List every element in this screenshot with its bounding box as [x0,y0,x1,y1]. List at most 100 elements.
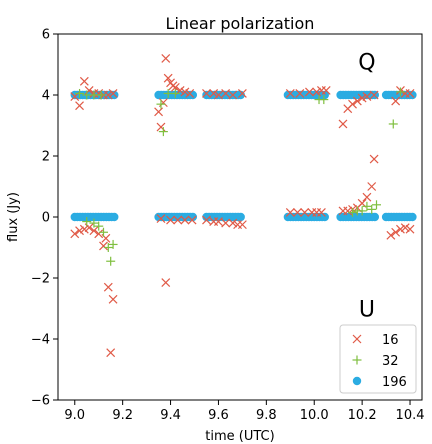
x-tick-label: 9.6 [208,408,229,423]
point-16 [405,89,415,98]
point-196 [370,212,380,222]
point-32 [96,90,106,100]
point-32 [388,119,398,129]
point-16 [316,208,326,217]
x-tick-label: 10.2 [348,408,377,423]
y-tick-label: −6 [31,394,50,409]
plot-area [70,53,417,358]
point-32 [319,95,329,105]
point-16 [300,208,310,217]
point-16 [163,73,173,83]
point-16 [89,226,99,236]
x-tick-label: 9.4 [160,408,181,423]
y-axis: −6 −4 −2 0 2 4 6 [31,28,58,409]
point-16 [161,53,171,63]
point-32 [372,200,381,210]
point-16 [94,229,104,239]
point-32 [367,204,377,214]
x-axis: 9.0 9.2 9.4 9.6 9.8 10.0 10.2 10.4 [64,400,425,423]
point-16 [187,215,197,225]
point-16 [202,215,211,225]
point-196 [408,90,417,100]
legend-marker-32 [352,355,362,365]
point-16 [396,224,405,234]
point-16 [106,348,116,358]
point-16 [75,226,84,236]
point-16 [405,224,415,234]
point-32 [89,218,99,228]
series-16 [70,53,415,358]
point-16 [185,89,195,98]
point-16 [221,89,231,98]
point-16 [352,96,362,106]
legend-box [339,324,417,394]
point-16 [321,86,331,95]
point-16 [312,87,322,97]
point-16 [237,89,247,98]
legend-marker-196 [352,376,362,386]
point-32 [158,127,168,137]
point-16 [357,93,367,103]
point-16 [400,223,410,233]
point-16 [228,90,238,100]
x-tick-label: 9.8 [256,408,277,423]
point-16 [391,227,401,237]
y-tick-label: 4 [42,89,50,104]
point-32 [170,88,180,98]
point-196 [188,90,198,100]
point-16 [180,87,190,97]
legend-label-16: 16 [382,333,399,348]
y-tick-label: 2 [42,150,50,165]
point-16 [209,89,219,98]
point-32 [82,217,92,227]
point-32 [75,88,85,98]
legend-label-32: 32 [382,354,399,369]
point-16 [214,217,223,226]
point-196 [236,212,245,222]
point-32 [94,221,104,231]
point-32 [362,201,372,211]
point-16 [161,278,171,287]
point-196 [320,90,329,100]
point-16 [70,229,80,239]
point-16 [108,294,118,304]
u-annotation: U [359,298,375,323]
point-32 [395,87,405,97]
point-16 [214,90,223,100]
point-16 [362,192,372,202]
point-16 [305,87,314,97]
y-tick-label: 0 [42,211,50,226]
point-16 [108,89,118,98]
point-16 [103,90,113,100]
point-16 [180,215,190,225]
point-16 [293,208,302,217]
x-tick-label: 10.4 [396,408,425,423]
y-tick-label: −4 [31,333,50,348]
point-16 [166,215,175,225]
point-16 [367,182,377,191]
q-annotation: Q [358,50,375,75]
point-16 [386,230,396,240]
y-axis-label: flux (Jy) [6,192,21,242]
point-32 [348,207,358,217]
point-16 [202,89,211,98]
y-tick-label: 6 [42,28,50,43]
point-196 [320,212,329,222]
y-tick-label: −2 [31,272,50,287]
point-196 [110,212,119,222]
point-16 [369,154,379,164]
point-16 [343,206,353,216]
point-16 [221,218,231,228]
point-32 [99,227,108,237]
point-32 [357,206,367,216]
point-16 [295,89,305,98]
point-16 [173,215,183,225]
point-16 [285,89,295,98]
chart-title: Linear polarization [166,14,315,33]
point-16 [391,96,401,106]
point-16 [237,220,247,230]
point-16 [103,282,113,292]
point-16 [154,107,164,117]
point-32 [106,256,116,266]
